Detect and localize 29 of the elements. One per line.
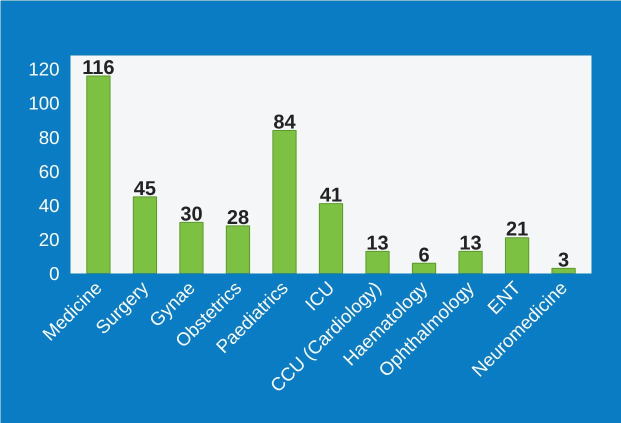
y-tick-label: 80 [38,126,60,148]
data-label: 3 [558,249,570,272]
bar [412,262,436,274]
bar [551,268,576,274]
data-label: 6 [418,244,430,266]
bar [179,222,204,274]
data-label: 84 [273,111,296,134]
bar [86,75,111,274]
y-tick-label: 40 [38,194,60,216]
bar [458,250,483,274]
data-label: 45 [134,178,156,200]
bar [132,196,158,274]
data-label: 28 [226,206,250,229]
y-tick-label: 0 [49,263,60,284]
bar [504,237,530,274]
bar [318,203,344,274]
data-label: 30 [180,203,203,226]
data-label: 13 [459,232,482,254]
bar [365,250,390,274]
data-label: 41 [320,184,342,207]
y-tick-label: 100 [28,92,60,114]
y-tick-label: 120 [28,58,60,80]
data-label: 116 [82,56,115,79]
data-label: 21 [506,218,528,241]
y-tick-label: 20 [38,228,60,250]
bar [226,225,250,274]
y-tick-label: 60 [38,160,60,182]
bar [272,130,297,274]
data-label: 13 [366,232,389,254]
